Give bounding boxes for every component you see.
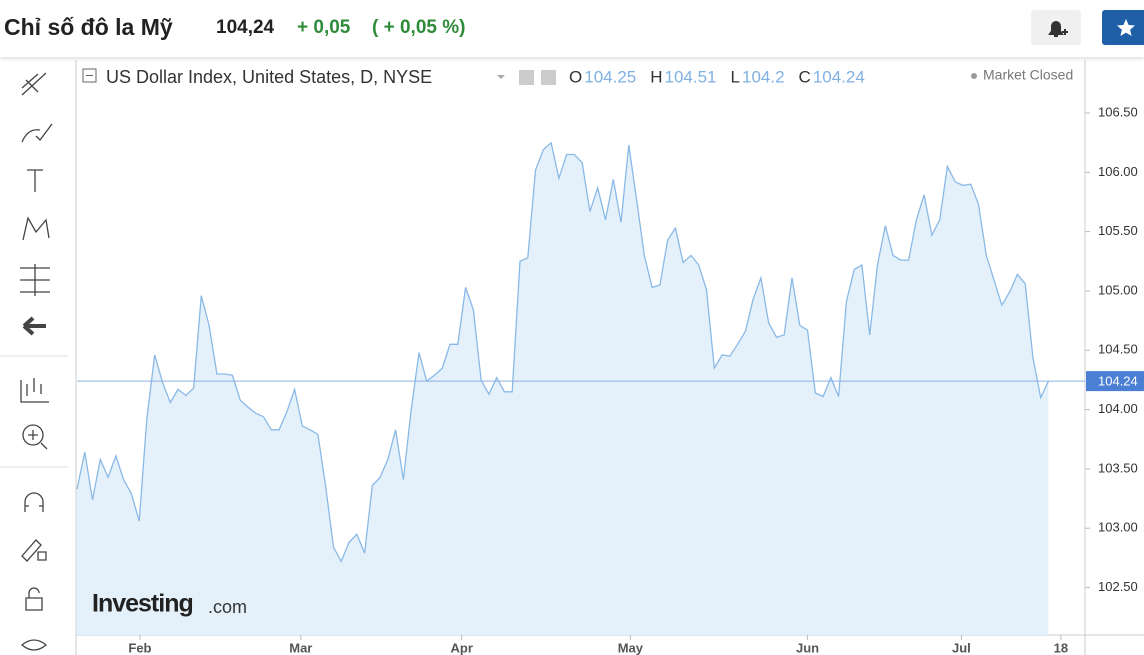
watchlist-button[interactable]	[1102, 10, 1144, 45]
change-percent: ( + 0,05 %)	[372, 17, 466, 38]
text-tool[interactable]	[27, 169, 43, 192]
eye-tool[interactable]	[20, 639, 48, 651]
x-tick-label: Feb	[128, 640, 151, 655]
price: 104,24	[216, 17, 275, 38]
magnet-tool[interactable]	[24, 492, 44, 512]
y-tick-label: 103.00	[1098, 520, 1138, 535]
pattern-tool[interactable]	[22, 216, 50, 241]
star-icon	[1117, 19, 1135, 36]
toolbar-icons	[20, 72, 53, 651]
alert-button[interactable]	[1031, 10, 1081, 45]
ohlc-value: 104.2	[742, 67, 785, 86]
collapse-box[interactable]	[82, 68, 97, 83]
x-tick-label: Mar	[289, 640, 312, 655]
y-tick-label: 104.50	[1098, 342, 1138, 357]
ohlc-name: C	[799, 67, 811, 86]
ohlc-value: 104.51	[665, 67, 717, 86]
legend-title: US Dollar Index, United States, D, NYSE	[106, 67, 432, 87]
x-tick-label: 18	[1054, 640, 1068, 655]
watermark: Investing	[92, 590, 193, 618]
lock-draw-tool[interactable]	[21, 539, 47, 562]
indicator-tool[interactable]	[20, 378, 49, 403]
price-line	[76, 141, 1050, 563]
ohlc-name: O	[569, 67, 582, 86]
area-fill	[77, 142, 1049, 635]
y-tick-label: 103.50	[1098, 460, 1138, 475]
ohlc-value: 104.25	[584, 67, 636, 86]
dropdown[interactable]	[497, 75, 505, 79]
x-tick-label: Jun	[796, 640, 819, 655]
settings-icon[interactable]	[541, 70, 556, 85]
bell-icon	[1048, 21, 1068, 37]
fib-tool[interactable]	[20, 264, 50, 296]
page-title: Chỉ số đô la Mỹ	[4, 14, 173, 40]
back-tool[interactable]	[22, 316, 46, 336]
ohlc-name: H	[650, 67, 662, 86]
last-price-label: 104.24	[1098, 374, 1138, 389]
settings-icon[interactable]	[519, 70, 534, 85]
x-tick-label: Jul	[952, 640, 971, 655]
y-tick-label: 105.50	[1098, 223, 1138, 238]
y-tick-label: 104.00	[1098, 401, 1138, 416]
x-tick-label: Apr	[451, 640, 473, 655]
ohlc-name: L	[731, 67, 740, 86]
brush-tool[interactable]	[21, 123, 53, 143]
marks	[76, 141, 1085, 635]
y-tick-label: 106.50	[1098, 104, 1138, 119]
x-tick-label: May	[618, 640, 644, 655]
watermark-suffix: .com	[208, 597, 247, 617]
change: + 0,05	[297, 17, 351, 38]
unlock-tool[interactable]	[25, 587, 43, 611]
status-dot	[971, 73, 977, 79]
toolbar-separators	[0, 355, 68, 468]
ohlc-value: 104.24	[813, 67, 865, 86]
header: Chỉ số đô la Mỹ 104,24 + 0,05 ( + 0,05 %…	[0, 0, 1144, 57]
zoom-tool[interactable]	[22, 424, 44, 446]
last-price-box	[1086, 371, 1144, 392]
market-status: Market Closed	[983, 67, 1073, 83]
y-tick-label: 102.50	[1098, 579, 1138, 594]
y-tick-label: 105.00	[1098, 282, 1138, 297]
y-tick-label: 106.00	[1098, 164, 1138, 179]
trend-tool[interactable]	[21, 72, 47, 96]
